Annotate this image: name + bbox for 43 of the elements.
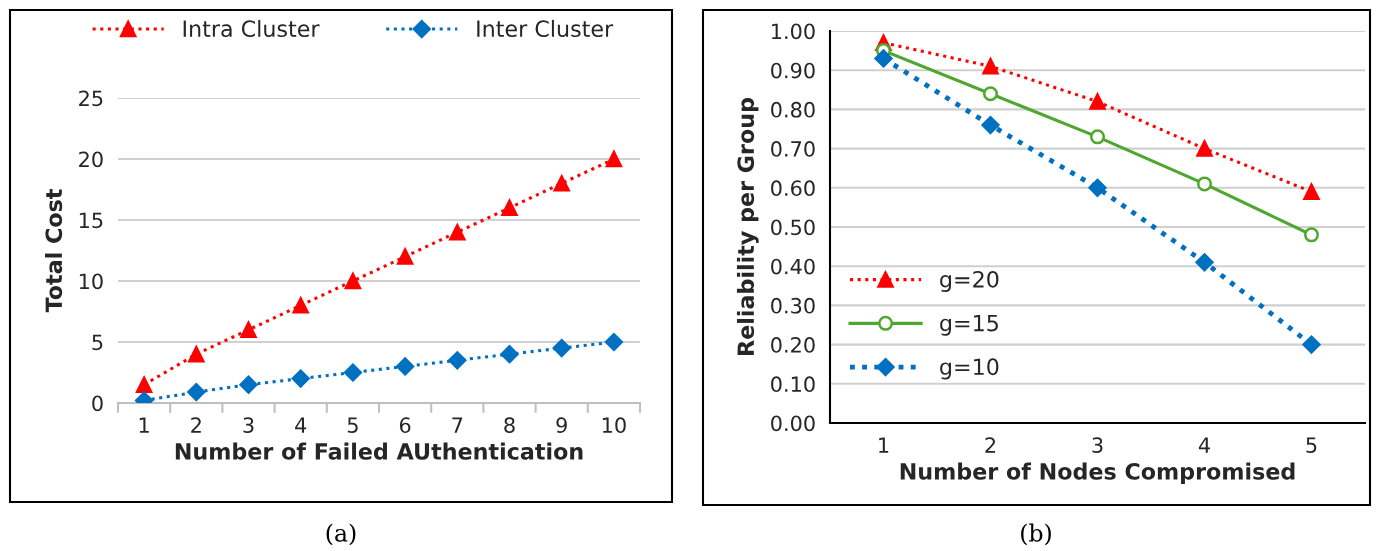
y-tick-label: 0 [92, 395, 103, 412]
x-tick-label: 2 [985, 437, 996, 453]
x-tick-label: 3 [1092, 437, 1103, 454]
x-tick-label: 2 [191, 417, 201, 433]
x-tick-label: 4 [295, 417, 307, 433]
y-tick-label: 0.80 [771, 101, 815, 118]
x-axis-title: Number of Failed AUthentication [175, 442, 583, 460]
y-tick-label: 0.20 [771, 337, 815, 353]
x-tick-label: 7 [452, 417, 463, 433]
y-tick-label: 5 [92, 334, 103, 351]
legend-label: Intra Cluster [183, 19, 320, 38]
x-tick-label: 6 [399, 417, 411, 434]
x-tick-label: 5 [1306, 437, 1317, 454]
x-tick-label: 5 [347, 417, 358, 434]
x-tick-label: 9 [556, 417, 567, 434]
y-tick-label: 1.00 [772, 23, 815, 40]
x-tick-label: 1 [879, 437, 889, 453]
legend-label: g=20 [940, 270, 999, 293]
text: (a) [326, 523, 356, 546]
x-axis-title: Number of Nodes Compromised [900, 462, 1295, 485]
y-tick-label: 0.60 [771, 180, 815, 197]
y-tick-label: 15 [79, 212, 103, 229]
y-axis-title: Total Cost [44, 189, 63, 313]
x-tick-label: 4 [1198, 437, 1210, 453]
y-tick-label: 0.70 [771, 141, 815, 157]
y-tick-label: 0.00 [771, 415, 815, 432]
legend-label: g=15 [940, 314, 998, 336]
x-tick-label: 8 [504, 417, 515, 434]
y-tick-label: 0.90 [771, 62, 815, 79]
y-tick-label: 25 [79, 90, 103, 107]
y-axis-title: Reliability per Group [736, 98, 759, 355]
y-tick-label: 20 [79, 151, 103, 168]
y-tick-label: 10 [79, 273, 103, 290]
text: (b) [1021, 523, 1051, 546]
x-tick-label: 3 [243, 417, 254, 434]
y-tick-label: 0.10 [771, 376, 815, 393]
y-tick-label: 0.40 [771, 258, 815, 275]
x-tick-label: 10 [602, 417, 626, 434]
y-tick-label: 0.30 [771, 297, 815, 314]
y-tick-label: 0.50 [771, 219, 815, 236]
x-tick-label: 1 [139, 417, 149, 433]
legend-label: g=10 [940, 358, 999, 380]
legend-label: Inter Cluster [477, 19, 614, 38]
